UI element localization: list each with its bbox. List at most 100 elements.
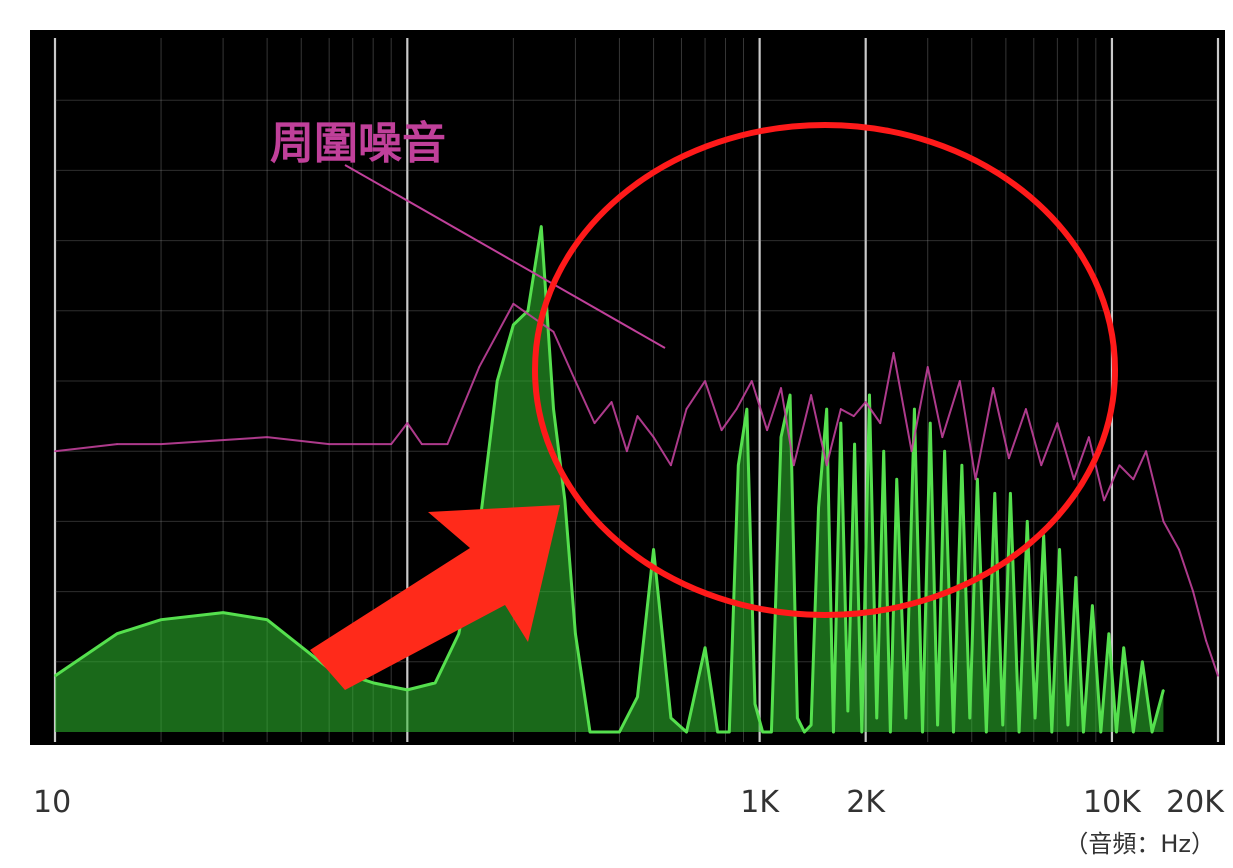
- signal-point: [1091, 604, 1094, 607]
- noise-point: [974, 478, 977, 481]
- noise-point: [266, 436, 268, 438]
- noise-point: [840, 408, 842, 410]
- signal-point: [527, 310, 529, 312]
- signal-point: [652, 548, 655, 551]
- signal-point: [754, 703, 756, 705]
- noise-point: [910, 450, 913, 453]
- signal-point: [761, 731, 764, 733]
- signal-point: [670, 717, 672, 719]
- signal-point: [589, 731, 591, 733]
- signal-point: [1051, 731, 1053, 733]
- signal-point: [1009, 492, 1012, 495]
- signal-point: [54, 675, 56, 677]
- signal-point: [985, 731, 988, 733]
- noise-point: [1025, 408, 1027, 410]
- signal-point: [1100, 731, 1102, 733]
- signal-point: [832, 731, 835, 733]
- noise-point: [735, 408, 738, 410]
- signal-point: [116, 632, 118, 635]
- noise-point: [54, 450, 56, 453]
- noise-point: [670, 464, 672, 467]
- noise-point: [1217, 675, 1219, 677]
- signal-point: [825, 408, 828, 410]
- noise-point: [1132, 478, 1135, 481]
- signal-point: [921, 731, 924, 733]
- signal-point: [882, 450, 885, 453]
- noise-point: [636, 415, 639, 417]
- signal-point: [913, 408, 916, 410]
- signal-point: [770, 731, 773, 733]
- signal-point: [496, 380, 499, 382]
- signal-point: [895, 478, 898, 481]
- noise-point: [852, 415, 855, 417]
- noise-point: [766, 429, 768, 431]
- signal-point: [457, 632, 460, 635]
- noise-point: [652, 436, 655, 438]
- highlight-ellipse: [532, 122, 1118, 618]
- signal-point: [1151, 731, 1153, 733]
- signal-point: [1162, 689, 1165, 691]
- noise-point: [626, 450, 628, 453]
- signal-point: [840, 422, 842, 424]
- signal-point: [789, 394, 791, 396]
- noise-point: [160, 443, 162, 445]
- noise-point: [792, 464, 795, 467]
- noise-point: [1118, 464, 1121, 467]
- signal-point: [889, 731, 892, 733]
- noise-point: [1162, 520, 1165, 523]
- noise-series: [54, 302, 1219, 677]
- noise-point: [864, 401, 867, 403]
- signal-point: [780, 436, 782, 438]
- signal-point: [222, 611, 224, 614]
- signal-point: [1067, 724, 1069, 726]
- annotations: 周圍噪音: [270, 118, 1118, 690]
- noise-point: [892, 352, 895, 354]
- signal-point: [961, 464, 963, 467]
- signal-point: [875, 717, 878, 719]
- noise-point: [390, 443, 392, 445]
- noise-point: [1073, 478, 1075, 481]
- x-axis-ticks: 10 1K 2K 10K 20K: [33, 785, 1225, 820]
- noise-point: [610, 401, 613, 403]
- noise-label: 周圍噪音: [270, 118, 446, 169]
- signal-point: [685, 731, 688, 733]
- x-tick-label: 10K: [1083, 785, 1142, 820]
- signal-point: [160, 618, 162, 621]
- noise-point: [406, 422, 409, 424]
- signal-point: [746, 408, 748, 410]
- signal-point: [1001, 724, 1004, 726]
- noise-point: [685, 408, 688, 410]
- noise-label-leader: [344, 164, 666, 349]
- noise-point: [116, 443, 118, 445]
- signal-point: [868, 394, 871, 396]
- signal-point: [602, 731, 605, 733]
- noise-point: [959, 380, 961, 382]
- signal-point: [737, 464, 740, 467]
- signal-point: [716, 731, 719, 733]
- noise-point: [421, 443, 423, 445]
- signal-point: [1132, 731, 1135, 733]
- noise-point: [750, 380, 753, 382]
- signal-point: [552, 408, 555, 410]
- signal-point: [1018, 731, 1020, 733]
- signal-point: [512, 324, 515, 326]
- signal-point: [905, 717, 907, 719]
- noise-point: [825, 464, 828, 467]
- signal-point: [976, 478, 979, 481]
- noise-point: [1040, 464, 1043, 467]
- signal-point: [564, 499, 566, 502]
- x-axis-label: （音頻：Hz）: [1064, 830, 1215, 858]
- signal-point: [1026, 520, 1029, 523]
- x-tick-label: 10: [33, 785, 71, 820]
- signal-point: [1115, 731, 1118, 733]
- noise-point: [780, 387, 782, 389]
- signal-point: [993, 492, 996, 495]
- noise-point: [446, 443, 449, 445]
- noise-point: [720, 429, 723, 431]
- signal-series: [54, 225, 1165, 734]
- noise-point: [574, 380, 577, 382]
- noise-point: [1103, 499, 1105, 502]
- noise-point: [1205, 639, 1207, 642]
- x-tick-label: 1K: [740, 785, 780, 820]
- signal-point: [728, 731, 731, 733]
